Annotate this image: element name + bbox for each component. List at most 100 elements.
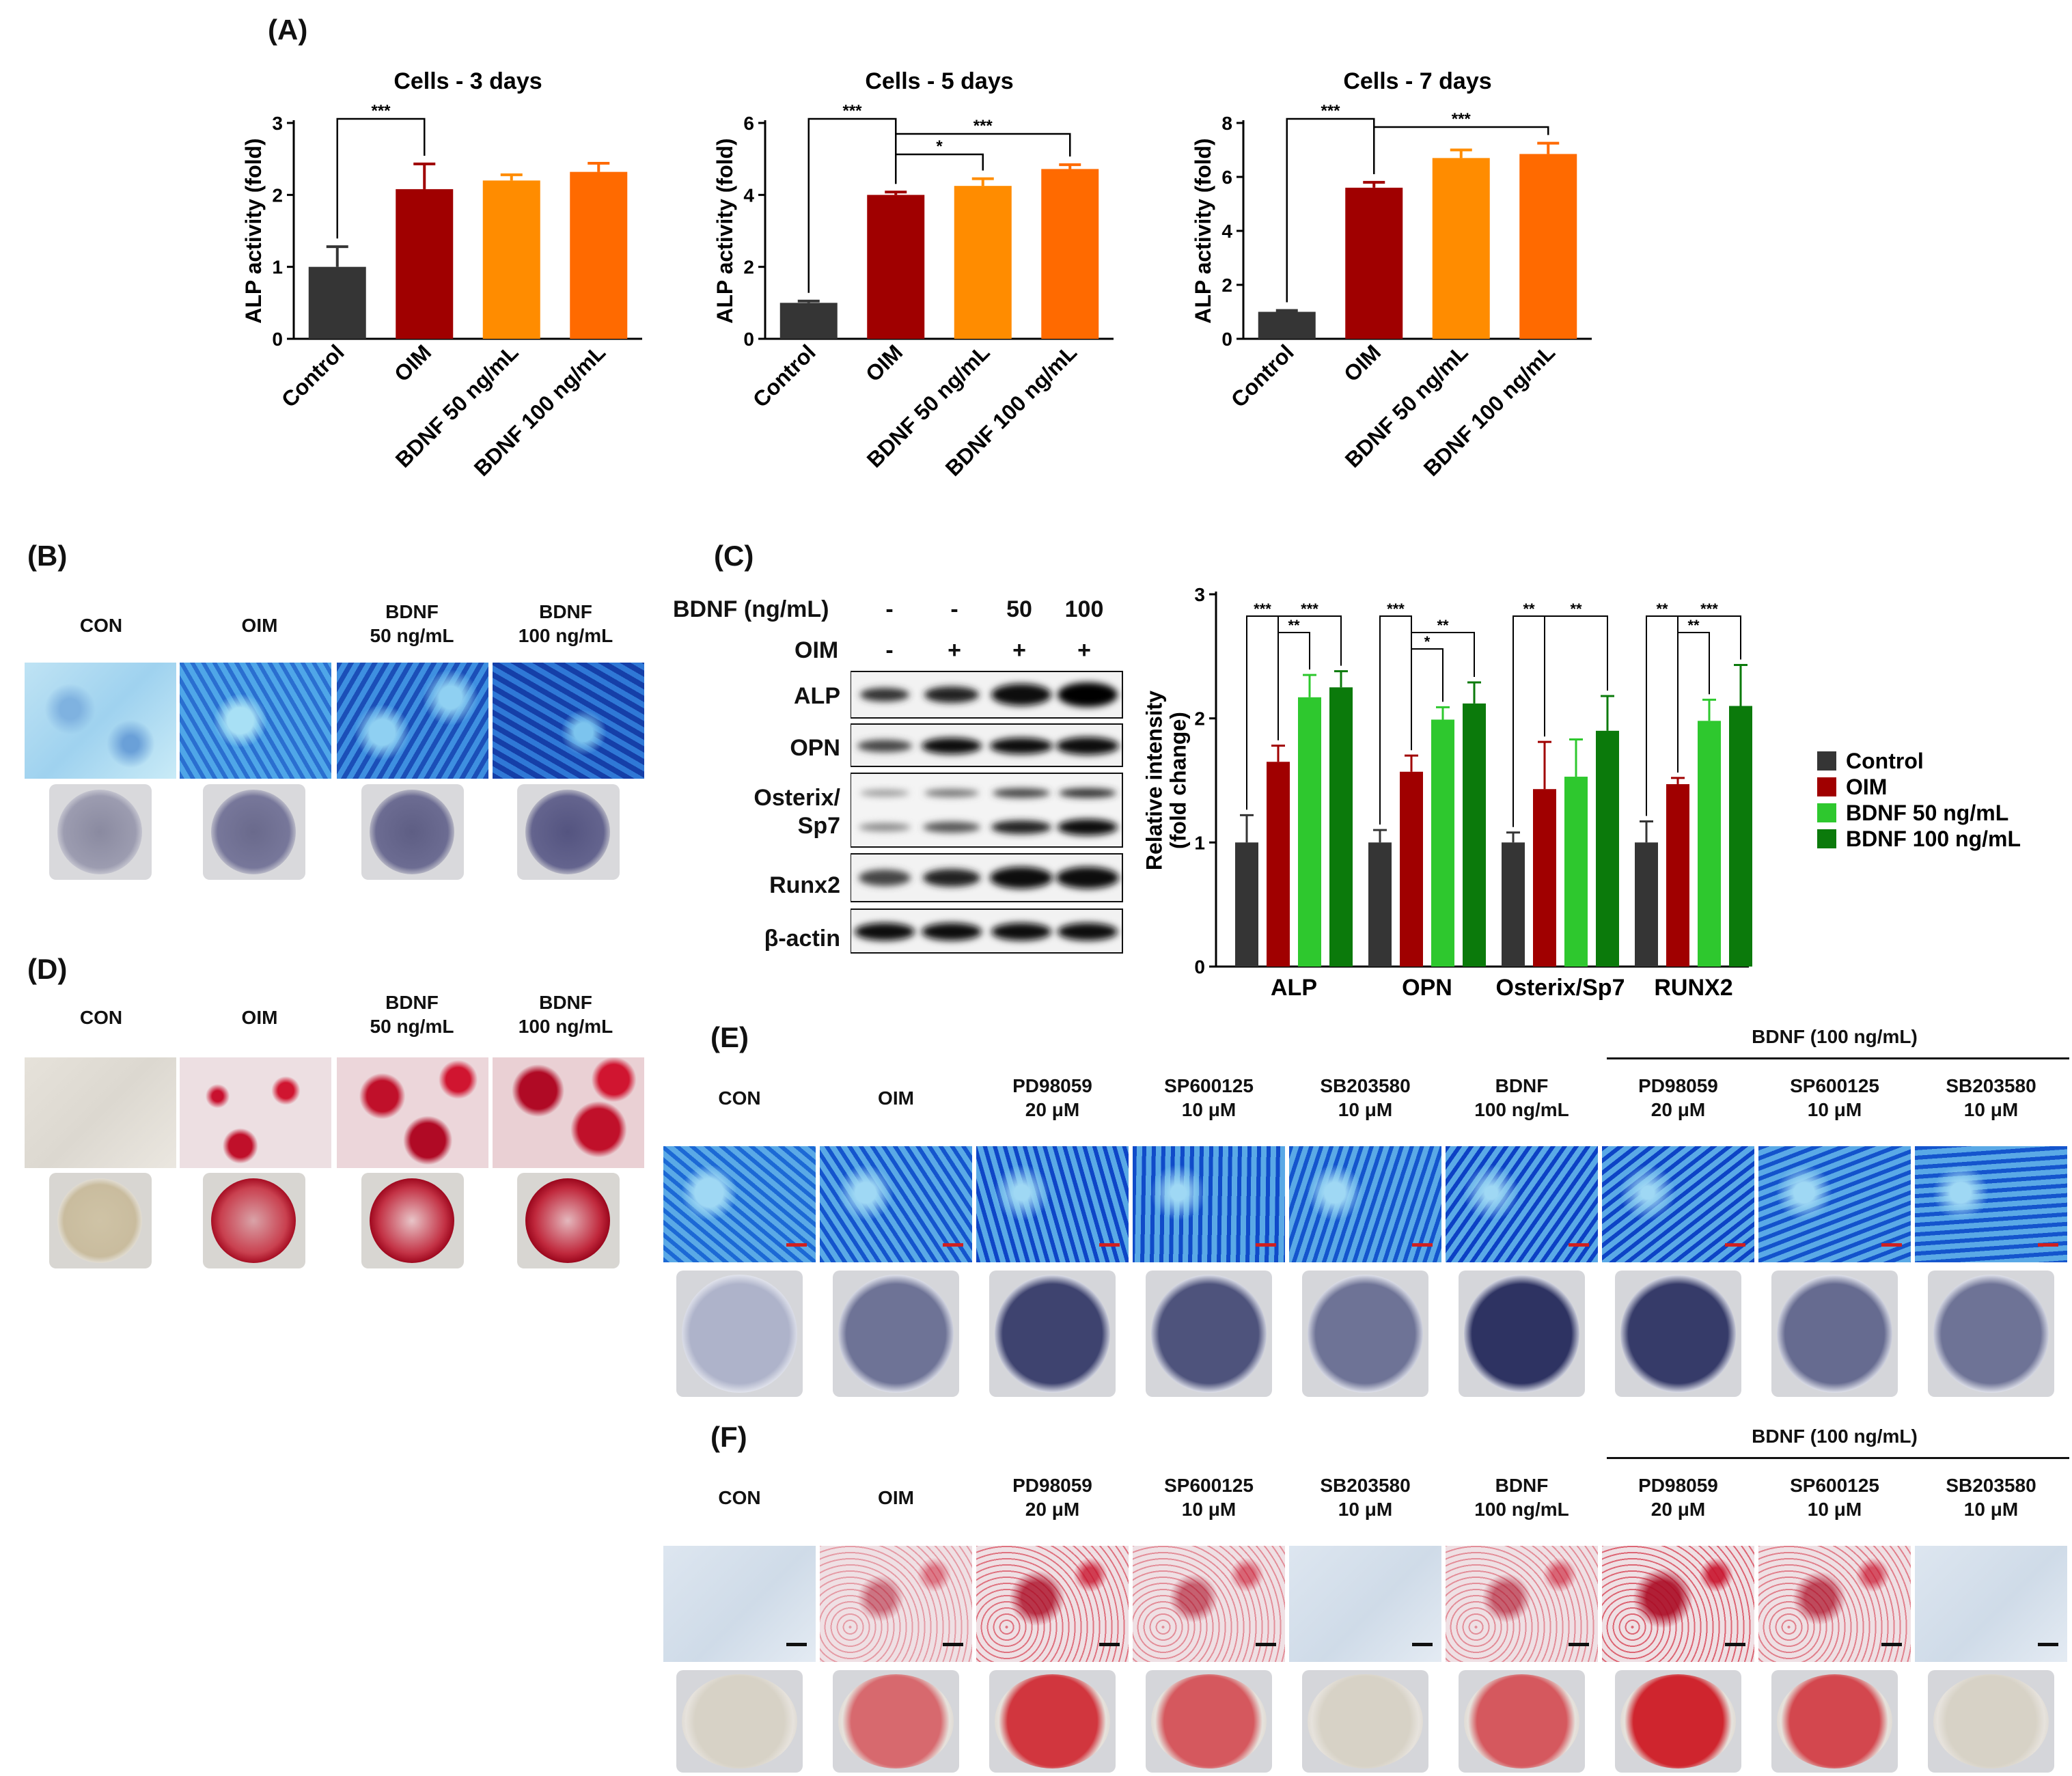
bar-oim	[1533, 789, 1556, 967]
y-tick-label: 2	[743, 257, 754, 278]
culture-well	[1777, 1275, 1892, 1393]
alp-micrograph	[1915, 1146, 2067, 1262]
culture-well	[1308, 1275, 1423, 1393]
x-tick-label: Osterix/Sp7	[1496, 975, 1625, 1001]
scale-bar	[1256, 1243, 1276, 1247]
ars-column-label: SP600125 10 μM	[1164, 1475, 1254, 1520]
blot-treatment-bdnf-lane3: 50	[1006, 596, 1032, 622]
blot-row-label-alp: ALP	[794, 683, 840, 709]
ars-stain-well-oim	[203, 1173, 305, 1268]
ars-micrograph	[663, 1546, 816, 1662]
y-axis-label: Relative intensity(fold change)	[1142, 691, 1190, 870]
alp-well-image	[676, 1271, 803, 1397]
culture-well	[995, 1674, 1110, 1768]
blot-strip-opn	[851, 723, 1123, 767]
ars-stain-micrograph-bdnf100	[493, 1057, 644, 1168]
bar-bdnf-100-ng-ml	[1329, 687, 1353, 967]
significance-label: **	[1570, 600, 1582, 618]
x-tick-label: Control	[748, 339, 820, 412]
culture-well	[1151, 1275, 1267, 1393]
ars-column-label: SB203580 10 μM	[1320, 1475, 1411, 1520]
legend-label: BDNF 100 ng/mL	[1846, 827, 2021, 851]
bar-bdnf-50-ng-ml	[482, 180, 540, 339]
panel-b-label-bdnf100: BDNF 100 ng/mL	[518, 601, 613, 646]
significance-bracket	[895, 133, 1071, 184]
chart-title: Cells - 7 days	[1343, 68, 1491, 94]
significance-bracket	[336, 117, 426, 239]
x-tick-label: RUNX2	[1654, 975, 1732, 1001]
blot-treatment-oim-lane2: +	[948, 637, 961, 663]
ars-micrograph	[1602, 1546, 1754, 1662]
y-tick-label: 4	[1221, 221, 1232, 242]
panel-b-label-bdnf50: BDNF 50 ng/mL	[370, 601, 454, 646]
significance-label: ***	[1321, 102, 1340, 120]
alp-micrograph	[976, 1146, 1129, 1262]
ars-well-image	[1771, 1670, 1898, 1773]
alp-stain-micrograph-bdnf100	[493, 663, 644, 779]
alp-group-line	[1607, 1057, 2069, 1059]
bar-bdnf-50-ng-ml	[1298, 697, 1321, 967]
y-tick-label: 0	[1221, 329, 1232, 350]
bar-control	[1635, 842, 1658, 967]
alp-micrograph	[820, 1146, 972, 1262]
culture-well	[1933, 1275, 2049, 1393]
y-tick-label: 1	[272, 257, 283, 278]
significance-label: **	[1656, 600, 1668, 618]
bar-bdnf-100-ng-ml	[1463, 703, 1486, 967]
panel-label-f: (F)	[710, 1421, 747, 1453]
panel-label-d: (D)	[27, 953, 68, 985]
scale-bar	[2038, 1643, 2058, 1646]
alp-well-image	[1302, 1271, 1428, 1397]
culture-well	[1308, 1674, 1423, 1768]
alp-stain-micrograph-con	[25, 663, 176, 779]
significance-bracket	[1277, 615, 1342, 740]
significance-bracket	[1411, 632, 1475, 751]
culture-well	[1620, 1674, 1736, 1768]
scale-bar	[1881, 1643, 1902, 1646]
alp-well-image	[1459, 1271, 1585, 1397]
culture-well	[995, 1275, 1110, 1393]
y-tick-label: 2	[272, 184, 283, 206]
panel-d-label-oim: OIM	[241, 1007, 278, 1028]
y-axis-label: ALP activity (fold)	[1191, 138, 1215, 323]
y-tick-label: 3	[272, 113, 283, 134]
blot-treatment-label-bdnf: BDNF (ng/mL)	[673, 596, 829, 622]
alp-well-image	[1615, 1271, 1741, 1397]
panel-label-a: (A)	[268, 14, 308, 46]
ars-well-image	[1459, 1670, 1585, 1773]
culture-well	[1933, 1674, 2049, 1768]
scale-bar	[1099, 1243, 1120, 1247]
ars-column-label: OIM	[878, 1487, 914, 1508]
x-tick-label: ALP	[1271, 975, 1317, 1001]
culture-well	[838, 1674, 954, 1768]
alp-activity-7-days-chart: Cells - 7 days ALP activity (fold) 0 2 4 6 8 Co…	[1191, 68, 1592, 481]
alp-group-label: BDNF (100 ng/mL)	[1752, 1026, 1918, 1047]
culture-well	[682, 1275, 797, 1393]
bar-bdnf-100-ng-ml	[1519, 154, 1577, 339]
ars-column-label: SP600125 10 μM	[1790, 1475, 1879, 1520]
bar-bdnf-50-ng-ml	[1431, 719, 1454, 967]
ars-well-image	[1146, 1670, 1272, 1773]
significance-bracket	[1544, 615, 1608, 737]
alp-well-image	[1771, 1271, 1898, 1397]
ars-group-label: BDNF (100 ng/mL)	[1752, 1426, 1918, 1447]
y-tick-label: 0	[743, 329, 754, 350]
alp-activity-5-days-chart: Cells - 5 days ALP activity (fold) 0 2 4 6 Con…	[713, 68, 1114, 481]
ars-well-image	[1302, 1670, 1428, 1773]
legend-label: Control	[1846, 749, 1924, 773]
blot-treatment-label-oim: OIM	[795, 637, 839, 663]
y-tick-label: 6	[1221, 167, 1232, 188]
alp-micrograph	[1758, 1146, 1911, 1262]
bar-bdnf-100-ng-ml	[1729, 706, 1752, 967]
bar-oim	[1400, 771, 1423, 967]
bar-control	[1258, 311, 1316, 339]
culture-well	[1464, 1674, 1579, 1768]
ars-well-image	[676, 1670, 803, 1773]
bar-bdnf-50-ng-ml	[1564, 777, 1588, 967]
y-tick-label: 4	[743, 184, 754, 206]
x-tick-label: OPN	[1402, 975, 1452, 1001]
panel-d-label-bdnf100: BDNF 100 ng/mL	[518, 992, 613, 1037]
significance-label: ***	[973, 117, 993, 135]
panel-b-label-con: CON	[79, 615, 123, 636]
significance-label: ***	[1452, 110, 1472, 128]
